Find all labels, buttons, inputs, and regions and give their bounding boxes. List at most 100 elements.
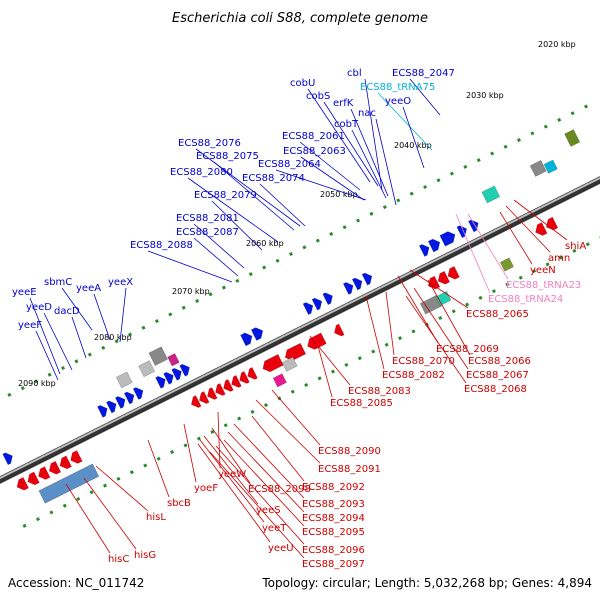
upper-leader-line xyxy=(300,156,365,201)
scale-dot-upper xyxy=(463,164,468,169)
upper-leader-line xyxy=(377,92,433,151)
scale-dot-lower xyxy=(532,269,537,274)
reverse-gene-arrow-shape xyxy=(0,458,1,472)
forward-gene-arrow xyxy=(215,383,226,396)
scale-dot-upper xyxy=(114,339,119,344)
reverse-gene-arrow-shape xyxy=(361,272,373,286)
scale-dot-upper xyxy=(141,325,146,330)
scale-dot-lower xyxy=(371,349,376,354)
lower-gene-label: yeeS xyxy=(256,505,281,516)
lower-gene-label: yeeT xyxy=(262,523,287,534)
upper-gene-label: yeeD xyxy=(26,302,52,313)
lower-leader-line xyxy=(251,415,305,482)
upper-leader-line xyxy=(147,250,233,283)
reverse-gene-arrow-shape xyxy=(342,282,354,295)
scale-dot-lower xyxy=(237,416,242,421)
scale-dot-lower xyxy=(223,423,228,428)
leader-lines xyxy=(29,78,568,559)
grey-block-rect xyxy=(148,346,168,366)
reverse-gene-arrow-shape xyxy=(456,225,467,239)
lower-leader-line xyxy=(365,295,385,370)
lower-leader-line xyxy=(271,389,321,446)
grey-block xyxy=(148,346,168,366)
scale-dot-lower xyxy=(143,463,148,468)
upper-leader-line xyxy=(275,169,367,201)
scale-dot-lower xyxy=(170,450,175,455)
scale-tick-label: 2020 kbp xyxy=(538,40,576,49)
forward-gene-arrow-shape xyxy=(262,354,284,373)
forward-gene-arrow xyxy=(231,375,242,388)
lower-leader-line xyxy=(309,335,351,386)
scale-dot-upper xyxy=(208,292,213,297)
scale-dot-lower xyxy=(250,409,255,414)
reverse-gene-arrow xyxy=(2,452,13,466)
scale-dot-upper xyxy=(20,386,25,391)
accession-text: Accession: NC_011742 xyxy=(8,576,144,590)
magenta-block xyxy=(167,353,180,367)
upper-leader-line xyxy=(93,293,111,341)
reverse-gene-arrow xyxy=(240,332,253,347)
scale-dot-upper xyxy=(154,319,159,324)
lower-leader-line xyxy=(217,411,221,469)
scale-dot-lower xyxy=(357,356,362,361)
reverse-gene-arrow-shape xyxy=(171,367,182,381)
scale-dot-lower xyxy=(465,302,470,307)
scale-dot-upper xyxy=(584,104,589,109)
upper-leader-line xyxy=(71,316,87,359)
trna-block-rect xyxy=(543,159,558,174)
lower-leader-line xyxy=(505,205,551,253)
lower-leader-line xyxy=(405,295,467,384)
upper-gene-label: cobU xyxy=(290,78,315,89)
scale-dot-lower xyxy=(89,490,94,495)
lower-gene-label: ECS88_2083 xyxy=(348,386,411,397)
reverse-gene-arrow xyxy=(468,219,479,233)
forward-gene-arrow xyxy=(207,387,218,400)
lower-leader-line xyxy=(95,465,149,512)
forward-gene-arrow xyxy=(223,379,234,392)
forward-gene-arrow-shape xyxy=(223,379,234,392)
upper-gene-label: ECS88_2063 xyxy=(283,146,346,157)
magenta-block-rect xyxy=(167,353,180,367)
upper-gene-label: ECS88_tRNA75 xyxy=(360,82,435,93)
reverse-gene-arrow xyxy=(179,363,190,377)
reverse-gene-arrow-shape xyxy=(250,327,264,341)
upper-gene-label: nac xyxy=(358,108,376,119)
reverse-gene-arrow-shape xyxy=(311,297,323,311)
lower-leader-line xyxy=(413,287,469,370)
reverse-gene-arrow xyxy=(302,302,314,315)
olive-block xyxy=(499,257,514,272)
upper-gene-label: ECS88_2081 xyxy=(176,213,239,224)
scale-dot-lower xyxy=(478,295,483,300)
lower-leader-line xyxy=(317,345,333,398)
upper-leader-line xyxy=(119,287,127,343)
lower-gene-label: ECS88_2096 xyxy=(302,545,365,556)
lower-leader-line xyxy=(83,477,137,550)
scale-tick-label: 2050 kbp xyxy=(320,190,358,199)
lower-gene-label: ECS88_2093 xyxy=(302,499,365,510)
lower-leader-line xyxy=(397,275,439,344)
upper-leader-line xyxy=(213,161,295,231)
upper-gene-label: yeeA xyxy=(76,283,101,294)
grey-block-rect xyxy=(115,371,133,389)
lower-gene-label: ECS88_2091 xyxy=(318,464,381,475)
lower-gene-label: amn xyxy=(548,253,570,264)
grey-block-rect xyxy=(529,160,547,177)
lower-gene-label: ECS88_tRNA24 xyxy=(488,294,563,305)
scale-dot-lower xyxy=(545,262,550,267)
reverse-gene-arrow-shape xyxy=(163,371,174,385)
grey-block xyxy=(281,356,298,372)
lower-gene-label: ECS88_2069 xyxy=(436,344,499,355)
scale-dot-lower xyxy=(22,523,27,528)
scale-dot-upper xyxy=(7,392,12,397)
reverse-gene-arrow xyxy=(163,371,174,385)
scale-dot-lower xyxy=(505,282,510,287)
reverse-gene-arrow-shape xyxy=(240,332,253,347)
grey-block xyxy=(138,360,156,378)
reverse-gene-arrow xyxy=(361,272,373,286)
lower-leader-line xyxy=(427,279,471,356)
forward-gene-arrow xyxy=(199,391,210,404)
magenta-block-rect xyxy=(272,373,287,388)
upper-gene-label: yeeO xyxy=(385,96,411,107)
lower-leader-line xyxy=(147,439,170,498)
upper-gene-label: yeeF xyxy=(18,320,42,331)
